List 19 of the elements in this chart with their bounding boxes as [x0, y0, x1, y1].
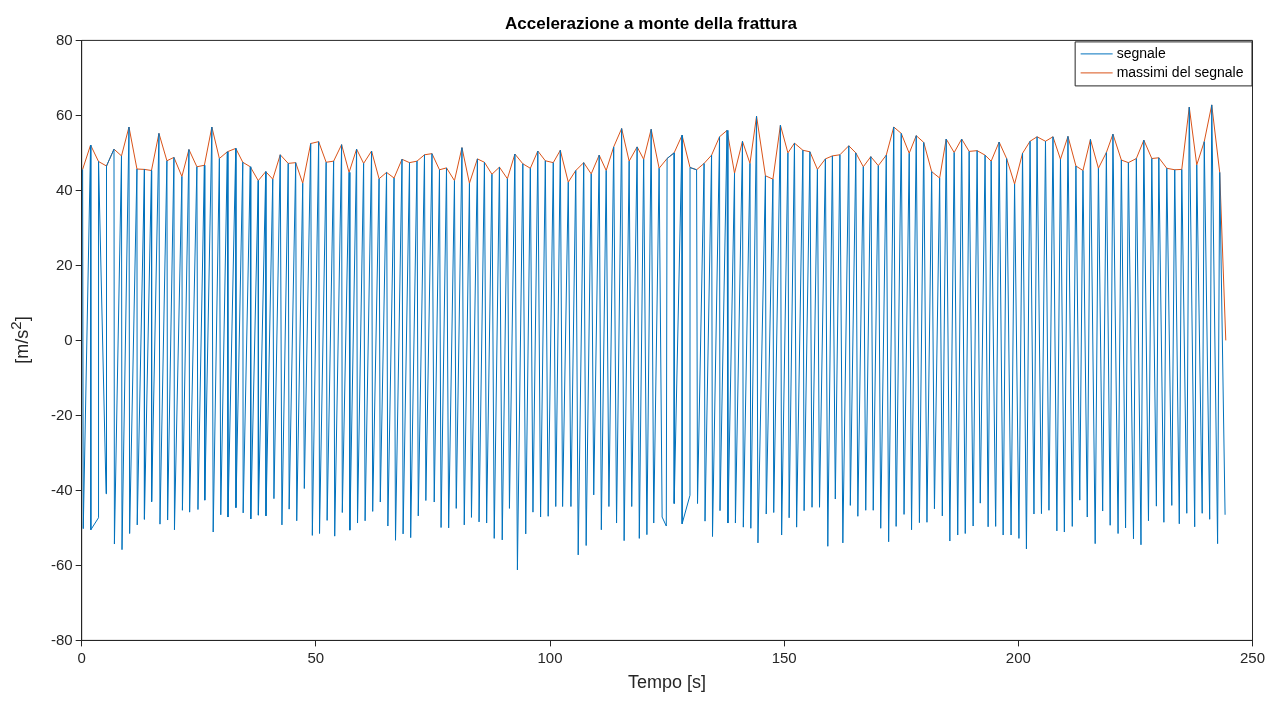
y-tick-label: -60	[50, 555, 73, 573]
y-tick-label: -80	[50, 630, 73, 648]
x-tick-label: 150	[771, 648, 797, 666]
y-tick-label: 80	[55, 30, 73, 48]
x-tick-label: 250	[1239, 648, 1265, 666]
x-tick-label: 0	[77, 648, 86, 666]
y-tick-label: -20	[50, 405, 73, 423]
y-tick-label: 60	[55, 105, 73, 123]
chart-title: Accelerazione a monte della frattura	[505, 13, 798, 33]
y-tick-label: 40	[55, 180, 73, 198]
x-tick-label: 50	[307, 648, 325, 666]
y-tick-label: 0	[64, 330, 73, 348]
legend-label: massimi del segnale	[1116, 63, 1244, 80]
x-axis-title: Tempo [s]	[628, 672, 707, 693]
y-tick-label: -40	[50, 480, 73, 498]
legend-label: segnale	[1116, 44, 1166, 61]
x-tick-label: 100	[537, 648, 563, 666]
y-tick-label: 20	[55, 255, 73, 273]
x-tick-label: 200	[1005, 648, 1031, 666]
